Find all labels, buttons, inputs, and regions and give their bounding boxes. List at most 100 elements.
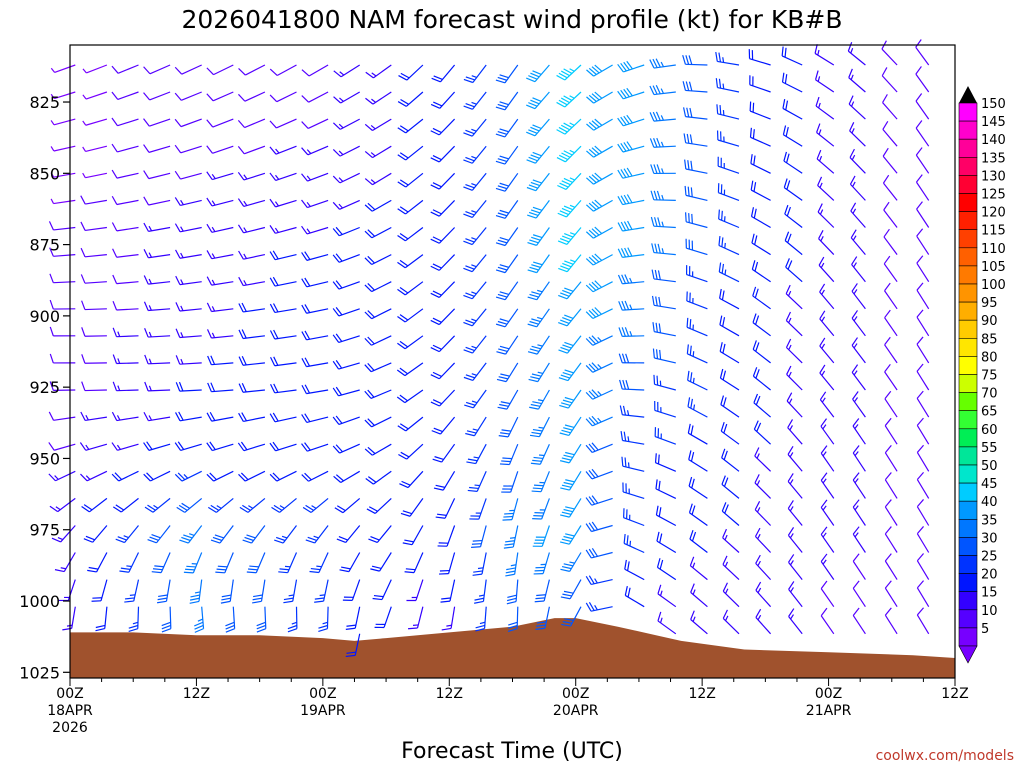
- wind-barb: [370, 552, 392, 572]
- wind-barb: [237, 224, 266, 234]
- wind-barb: [685, 212, 708, 229]
- wind-barb: [206, 329, 234, 339]
- wind-barb: [884, 580, 898, 608]
- wind-barb: [364, 145, 392, 159]
- wind-barb: [400, 498, 424, 517]
- wind-barb: [623, 533, 645, 554]
- wind-barb: [754, 501, 772, 526]
- wind-barb: [785, 284, 803, 310]
- wind-barb: [558, 308, 582, 327]
- wind-barb: [883, 255, 898, 283]
- wind-barb: [819, 337, 835, 364]
- wind-barb: [174, 170, 202, 180]
- wind-barb: [783, 178, 803, 201]
- colorbar-swatch: [958, 265, 978, 285]
- wind-barb: [81, 381, 107, 392]
- wind-barb: [650, 164, 676, 175]
- wind-barb: [144, 497, 171, 513]
- wind-barb: [617, 87, 645, 100]
- wind-barb: [716, 104, 740, 120]
- wind-barb: [124, 579, 140, 603]
- wind-barb: [364, 199, 392, 212]
- colorbar-swatch: [958, 175, 978, 194]
- wind-barb: [749, 127, 771, 147]
- wind-barb: [81, 327, 107, 337]
- wind-barb: [850, 202, 866, 228]
- colorbar-label: 65: [981, 405, 998, 420]
- wind-barb: [849, 175, 866, 201]
- wind-barb: [585, 442, 613, 453]
- colorbar-label: 5: [981, 622, 989, 637]
- wind-barb: [718, 262, 740, 283]
- wind-barb: [143, 118, 171, 127]
- wind-barb: [332, 415, 360, 426]
- wind-barb: [406, 579, 424, 602]
- wind-barb: [269, 356, 297, 367]
- wind-barb: [657, 584, 677, 608]
- wind-barb: [237, 198, 266, 207]
- wind-barb: [269, 470, 297, 482]
- wind-barb: [463, 335, 487, 354]
- x-tick-label: 12Z: [183, 686, 210, 702]
- wind-barb: [206, 197, 234, 207]
- wind-barb: [144, 354, 171, 365]
- wind-barb: [80, 274, 107, 284]
- wind-barb: [332, 172, 360, 184]
- wind-barb: [206, 276, 234, 286]
- wind-barb: [618, 300, 645, 311]
- wind-barb: [143, 249, 171, 259]
- colorbar-swatch: [958, 319, 978, 339]
- wind-barb: [435, 498, 456, 519]
- wind-barb: [112, 354, 139, 365]
- wind-barb: [847, 42, 866, 66]
- wind-barb: [206, 441, 234, 452]
- wind-barb: [915, 174, 930, 201]
- colorbar-swatch: [958, 193, 978, 212]
- wind-barb: [112, 248, 139, 258]
- y-tick-label: 925: [29, 378, 60, 397]
- colorbar-swatch: [958, 229, 978, 249]
- wind-barb: [430, 172, 456, 190]
- wind-barb: [850, 229, 866, 255]
- wind-barb: [586, 172, 613, 185]
- wind-barb: [560, 579, 582, 600]
- wind-barb: [657, 611, 677, 635]
- wind-barb: [143, 301, 171, 312]
- wind-barb: [189, 579, 203, 604]
- wind-barb: [820, 445, 835, 472]
- wind-barb: [781, 46, 803, 66]
- wind-barb: [301, 413, 329, 424]
- wind-barb: [530, 443, 550, 465]
- wind-barb: [404, 552, 424, 574]
- wind-barb: [143, 64, 171, 75]
- wind-barb: [617, 167, 645, 179]
- wind-barb: [49, 299, 76, 310]
- wind-barb: [884, 282, 898, 310]
- wind-barb: [495, 254, 519, 274]
- wind-barb: [332, 253, 360, 263]
- wind-barb: [585, 468, 613, 480]
- wind-barb: [225, 606, 236, 633]
- wind-barb: [884, 607, 898, 635]
- wind-barb: [781, 72, 803, 93]
- wind-barb: [431, 416, 456, 435]
- wind-barb: [526, 118, 550, 137]
- wind-barb: [526, 145, 550, 164]
- wind-barb: [115, 525, 139, 544]
- wind-barb: [720, 421, 740, 445]
- colorbar-top-arrow: [959, 86, 977, 103]
- wind-barb: [48, 470, 76, 482]
- wind-barb: [301, 199, 329, 209]
- wind-barb: [561, 606, 582, 627]
- wind-barb: [143, 144, 171, 153]
- wind-barb: [269, 118, 297, 129]
- wind-barb: [788, 581, 803, 608]
- wind-barb: [278, 552, 298, 574]
- wind-barb: [585, 307, 613, 320]
- wind-barb: [269, 250, 297, 261]
- wind-barb: [194, 606, 205, 633]
- wind-barb: [111, 411, 139, 422]
- x-tick-label: 18APR: [47, 703, 93, 719]
- wind-barb: [786, 365, 803, 391]
- wind-barb: [49, 326, 76, 337]
